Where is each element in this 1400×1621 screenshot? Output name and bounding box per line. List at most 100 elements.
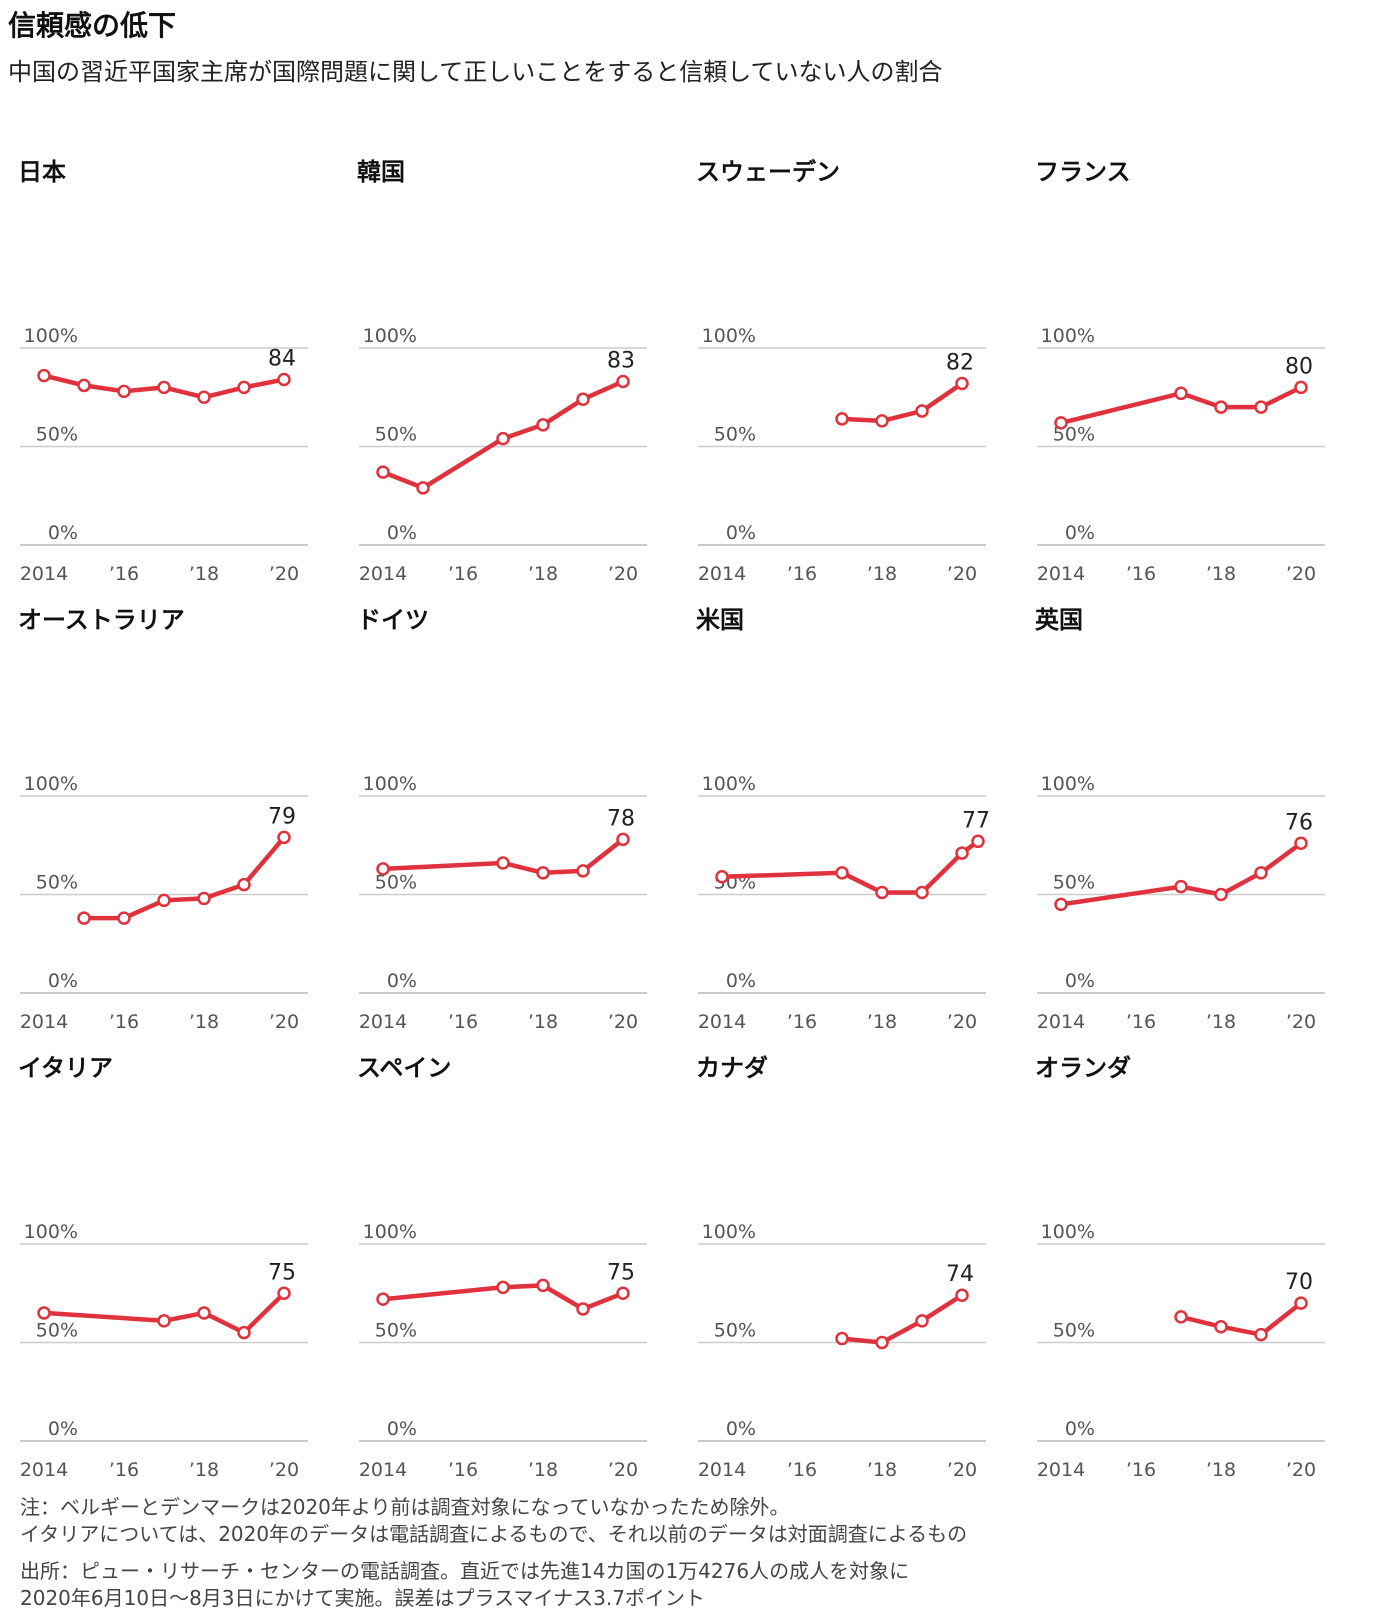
x-tick-label: ’20 — [608, 1459, 638, 1481]
x-tick-label: ’16 — [787, 1011, 817, 1033]
y-tick-label: 50% — [714, 1320, 756, 1342]
country-title: オーストラリア — [18, 606, 185, 634]
data-point — [197, 1306, 211, 1320]
line-chart: 100% 50% 0% 2014 ’16 ’18 ’20 84 — [20, 325, 308, 585]
data-point — [955, 846, 969, 860]
y-tick-label: 50% — [1053, 1320, 1095, 1342]
x-tick-label: ’20 — [947, 1011, 977, 1033]
y-tick-label: 100% — [1041, 1221, 1095, 1243]
y-tick-label: 100% — [363, 1221, 417, 1243]
y-tick-label: 50% — [375, 1320, 417, 1342]
y-tick-label: 50% — [714, 424, 756, 446]
y-tick-label: 100% — [363, 773, 417, 795]
chart-panel: 日本 100% 50% 0% 2014 ’16 ’18 ’20 84 — [8, 152, 348, 585]
end-value-label: 70 — [1285, 1270, 1313, 1295]
x-tick-label: ’20 — [269, 1011, 299, 1033]
y-tick-label: 0% — [387, 970, 417, 992]
chart-panel: スペイン 100% 50% 0% 2014 ’16 ’18 ’20 75 — [347, 1048, 687, 1481]
data-point — [835, 866, 849, 880]
chart-panel: ドイツ 100% 50% 0% 2014 ’16 ’18 ’20 78 — [347, 600, 687, 1033]
note-line-1: 注：ベルギーとデンマークは2020年より前は調査対象になっていなかったため除外。 — [20, 1495, 790, 1519]
data-point — [416, 481, 430, 495]
x-tick-label: ’18 — [189, 563, 219, 585]
x-tick-label: ’20 — [1286, 563, 1316, 585]
end-value-label: 84 — [268, 347, 296, 372]
data-point — [157, 1314, 171, 1328]
data-point — [1174, 386, 1188, 401]
x-tick-label: ’16 — [1126, 563, 1156, 585]
y-tick-label: 100% — [24, 773, 78, 795]
series-line — [1178, 1300, 1304, 1337]
end-value-label: 74 — [946, 1262, 974, 1287]
data-point — [376, 1292, 390, 1306]
x-tick-label: ’18 — [189, 1011, 219, 1033]
data-point — [1294, 836, 1308, 851]
line-chart: 100% 50% 0% 2014 ’16 ’18 ’20 79 — [20, 773, 308, 1033]
x-tick-label: ’16 — [448, 1011, 478, 1033]
data-point — [915, 885, 929, 900]
x-tick-label: ’20 — [269, 563, 299, 585]
x-tick-label: 2014 — [1037, 1011, 1085, 1033]
x-tick-label: 2014 — [20, 563, 68, 585]
x-tick-label: 2014 — [1037, 563, 1085, 585]
line-chart: 100% 50% 0% 2014 ’16 ’18 ’20 74 — [698, 1221, 986, 1481]
source-line-1: 出所：ピュー・リサーチ・センターの電話調査。直近では先進14カ国の1万4276人… — [20, 1559, 910, 1583]
y-tick-label: 100% — [24, 325, 78, 347]
end-value-label: 76 — [1285, 810, 1313, 835]
data-point — [536, 1278, 550, 1293]
data-point — [1054, 416, 1068, 430]
data-point — [157, 380, 171, 395]
y-tick-label: 50% — [36, 1320, 78, 1342]
line-chart: 100% 50% 0% 2014 ’16 ’18 ’20 75 — [20, 1221, 308, 1481]
data-point — [1214, 400, 1228, 414]
series-line — [380, 379, 626, 491]
x-tick-label: ’18 — [1206, 1011, 1236, 1033]
data-point — [835, 412, 849, 426]
country-title: 英国 — [1035, 606, 1083, 634]
y-tick-label: 0% — [1065, 522, 1095, 544]
data-point — [496, 856, 510, 870]
x-tick-label: ’16 — [109, 1011, 139, 1033]
data-point — [915, 404, 929, 418]
y-tick-label: 50% — [375, 424, 417, 446]
data-point — [715, 870, 729, 884]
y-tick-label: 100% — [24, 1221, 78, 1243]
x-tick-label: ’16 — [109, 1459, 139, 1481]
x-tick-label: 2014 — [698, 1459, 746, 1481]
chart-panel: スウェーデン 100% 50% 0% 2014 ’16 ’18 ’20 82 — [686, 152, 1026, 585]
data-point — [875, 885, 889, 900]
data-point — [616, 1286, 630, 1300]
x-tick-label: ’20 — [608, 1011, 638, 1033]
data-point — [1214, 1319, 1228, 1334]
data-point — [496, 431, 510, 446]
line-chart: 100% 50% 0% 2014 ’16 ’18 ’20 75 — [359, 1221, 647, 1481]
x-tick-label: ’18 — [528, 1011, 558, 1033]
chart-panel: 韓国 100% 50% 0% 2014 ’16 ’18 ’20 83 — [347, 152, 687, 585]
x-tick-label: ’18 — [528, 563, 558, 585]
y-tick-label: 0% — [387, 1418, 417, 1440]
chart-panel: オランダ 100% 50% 0% 2014 ’16 ’18 ’20 70 — [1025, 1048, 1365, 1481]
data-point — [237, 877, 251, 892]
data-point — [1174, 879, 1188, 894]
data-point — [1294, 1296, 1308, 1310]
data-point — [237, 380, 251, 395]
end-value-label: 83 — [607, 348, 635, 373]
x-tick-label: ’18 — [189, 1459, 219, 1481]
x-tick-label: 2014 — [1037, 1459, 1085, 1481]
source-line-2: 2020年6月10日～8月3日にかけて実施。誤差はプラスマイナス3.7ポイント — [20, 1586, 705, 1610]
x-tick-label: ’16 — [109, 563, 139, 585]
y-tick-label: 50% — [36, 872, 78, 894]
data-point — [237, 1325, 251, 1340]
country-title: 日本 — [18, 158, 66, 186]
x-tick-label: 2014 — [359, 563, 407, 585]
y-tick-label: 0% — [48, 1418, 78, 1440]
y-tick-label: 100% — [1041, 325, 1095, 347]
x-tick-label: 2014 — [20, 1459, 68, 1481]
series-line — [839, 381, 965, 424]
data-point — [576, 392, 590, 406]
x-tick-label: ’16 — [787, 563, 817, 585]
end-value-label: 78 — [607, 806, 635, 831]
y-tick-label: 100% — [702, 325, 756, 347]
data-point — [955, 376, 969, 391]
